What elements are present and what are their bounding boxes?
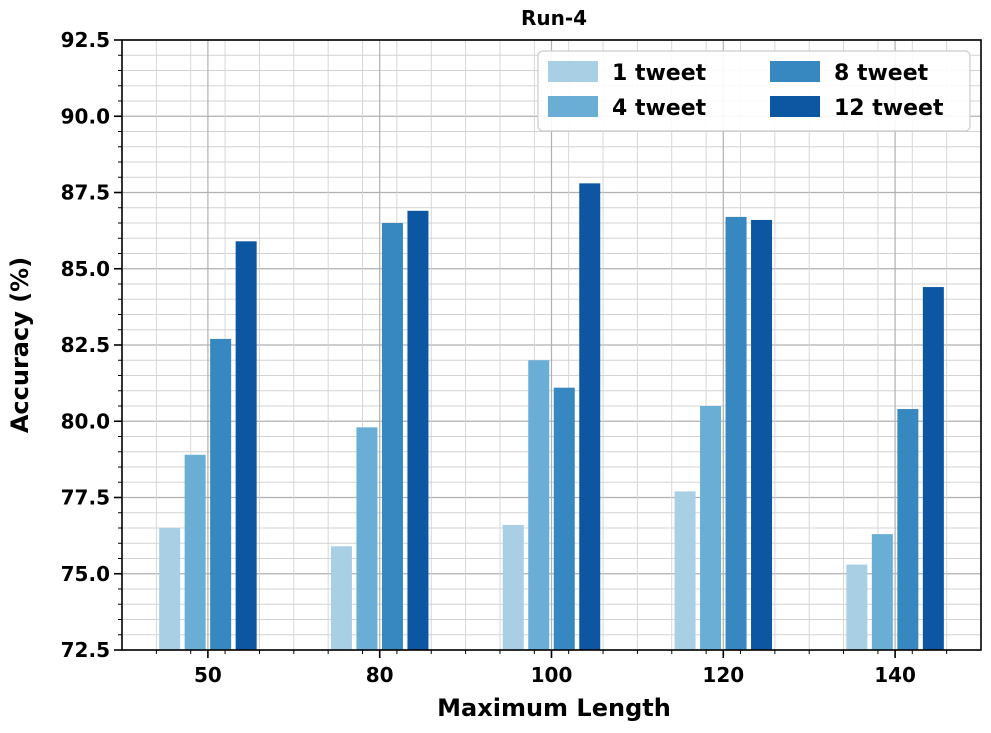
y-tick-label: 92.5 (61, 28, 110, 52)
legend-label: 12 tweet (834, 96, 944, 121)
legend-label: 1 tweet (612, 61, 707, 86)
bar-12-tweet-120 (751, 219, 773, 650)
bar-8-tweet-50 (210, 338, 232, 650)
legend-swatch (548, 61, 598, 82)
bar-1-tweet-80 (330, 546, 352, 650)
bar-12-tweet-100 (579, 183, 601, 650)
legend: 1 tweet 4 tweet 8 tweet 12 tweet (537, 50, 971, 132)
legend-swatch (770, 61, 820, 82)
bar-1-tweet-140 (846, 564, 868, 650)
legend-label: 4 tweet (612, 96, 707, 121)
bar-4-tweet-80 (356, 427, 378, 650)
x-tick-label: 80 (366, 663, 394, 687)
bar-12-tweet-50 (235, 241, 257, 651)
legend-swatch (548, 96, 598, 117)
y-tick-label: 85.0 (61, 257, 110, 281)
bar-8-tweet-100 (553, 387, 575, 650)
y-tick-label: 90.0 (61, 104, 110, 128)
bar-12-tweet-140 (922, 287, 944, 650)
y-tick-label: 75.0 (61, 562, 110, 586)
y-tick-label: 72.5 (61, 638, 110, 662)
bar-4-tweet-50 (184, 454, 206, 650)
axis-ticks: 72.5 75.0 77.5 80.0 82.5 85.0 87.5 90.0 92.5 50 80… (61, 28, 948, 687)
y-tick-label: 87.5 (61, 181, 110, 205)
bar-12-tweet-80 (407, 210, 429, 651)
x-axis-title: Maximum Length (437, 694, 671, 722)
x-tick-label: 50 (194, 663, 222, 687)
y-tick-label: 80.0 (61, 409, 110, 433)
y-tick-label: 82.5 (61, 333, 110, 357)
bar-8-tweet-80 (381, 223, 403, 650)
x-tick-label: 100 (531, 663, 573, 687)
bar-4-tweet-120 (700, 406, 722, 650)
bars (159, 183, 944, 651)
bar-1-tweet-100 (502, 524, 524, 650)
x-tick-label: 120 (702, 663, 744, 687)
y-axis-title: Accuracy (%) (6, 257, 34, 433)
bar-4-tweet-140 (871, 534, 893, 650)
y-tick-label: 77.5 (61, 486, 110, 510)
bar-1-tweet-50 (159, 528, 181, 650)
x-tick-label: 140 (874, 663, 916, 687)
chart-title: Run-4 (521, 6, 587, 30)
bar-1-tweet-120 (674, 491, 696, 650)
bar-8-tweet-140 (897, 409, 919, 650)
bar-8-tweet-120 (725, 216, 747, 650)
legend-swatch (770, 96, 820, 117)
bar-4-tweet-100 (528, 360, 550, 650)
legend-label: 8 tweet (834, 61, 929, 86)
legend-box (537, 50, 971, 132)
